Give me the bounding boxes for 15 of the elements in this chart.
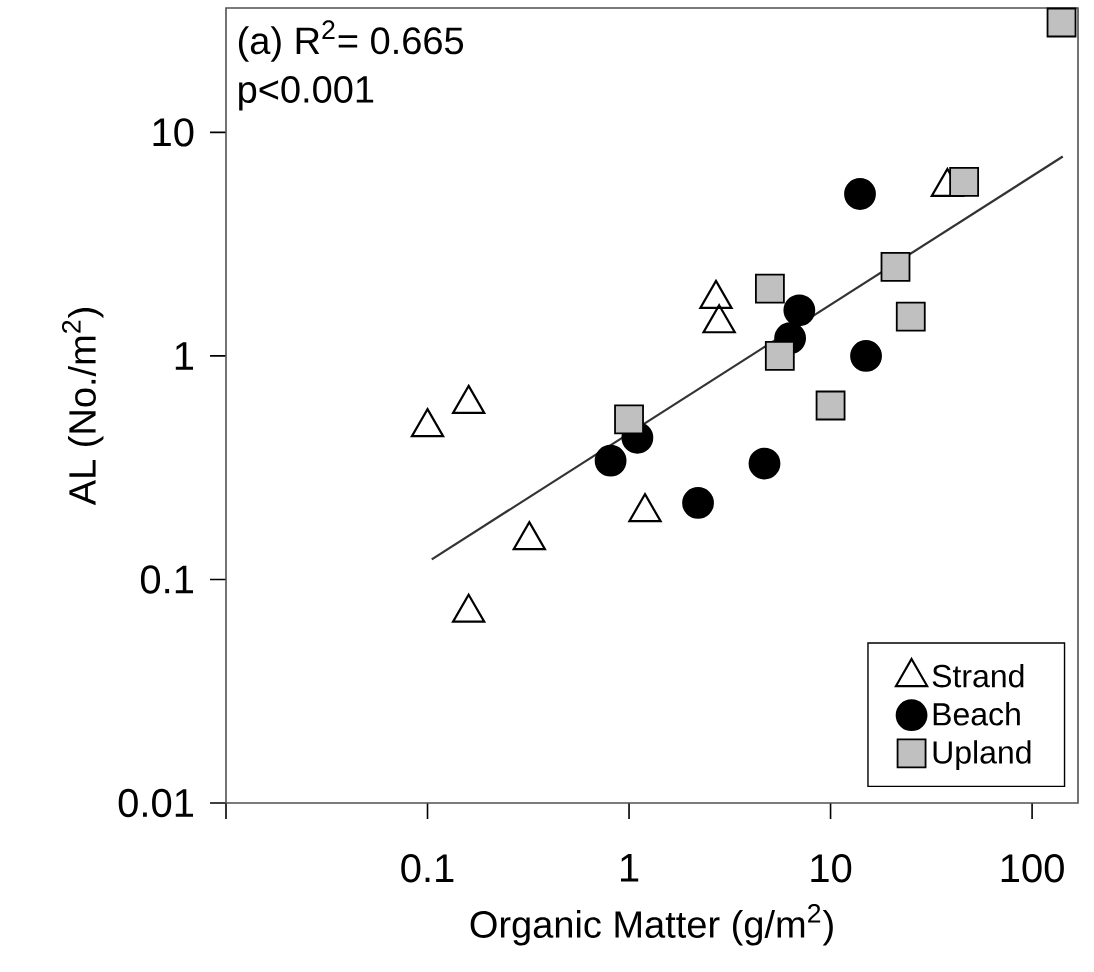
y-tick-label: 0.01 [118, 788, 194, 818]
y-tick-label: 1 [175, 342, 194, 370]
x-tick-label: 1 [620, 854, 639, 882]
legend-label: Upland [933, 740, 1031, 771]
x-tick-label: 100 [1001, 854, 1064, 883]
y-tick-label: 0.1 [140, 565, 194, 594]
y-tick-label: 10 [153, 118, 194, 147]
x-axis-title: Organic Matter (g/m$^{2}$) [470, 904, 833, 946]
annotation: p<0.001 [239, 75, 374, 111]
legend-label: Strand [932, 663, 1024, 688]
annotation: (a) R$^{2}$= 0.665 [238, 20, 464, 62]
y-axis-title: AL (No./m$^{2}$) [62, 308, 104, 506]
x-tick-label: 10 [811, 854, 852, 883]
legend-label: Beach [933, 702, 1020, 726]
x-tick-label: 0.1 [401, 854, 454, 883]
